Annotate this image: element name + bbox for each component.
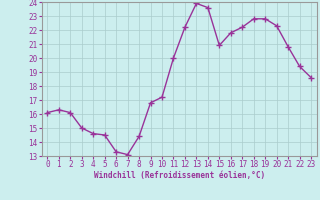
X-axis label: Windchill (Refroidissement éolien,°C): Windchill (Refroidissement éolien,°C) [94, 171, 265, 180]
